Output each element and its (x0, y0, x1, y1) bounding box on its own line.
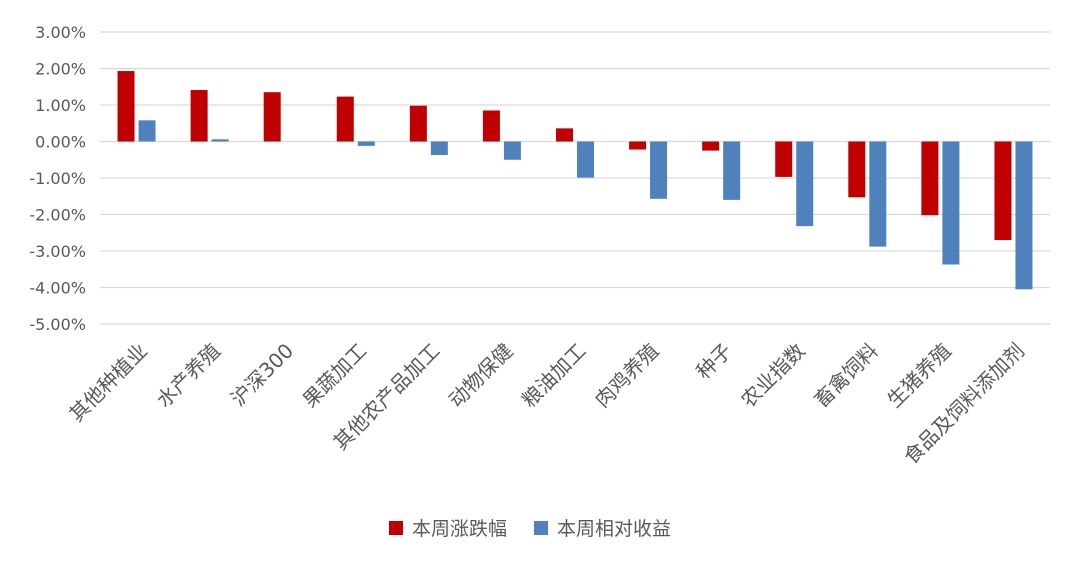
x-tick-label: 其他种植业 (64, 339, 152, 427)
bar-weekly-change (994, 141, 1012, 241)
bar-relative-return (1015, 141, 1033, 290)
y-tick-label: -4.00% (29, 279, 86, 298)
x-tick-label: 动物保健 (444, 339, 518, 413)
x-tick-label: 种子 (691, 339, 736, 384)
bar-relative-return (211, 139, 229, 142)
legend-label: 本周相对收益 (557, 518, 671, 540)
legend-swatch (389, 521, 403, 535)
bar-weekly-change (848, 141, 866, 198)
x-tick-label: 沪深300 (226, 339, 298, 411)
bar-weekly-change (921, 141, 939, 216)
bar-weekly-change (409, 105, 427, 142)
bar-weekly-change (482, 110, 500, 142)
x-tick-label: 生猪养殖 (882, 339, 956, 413)
legend: 本周涨跌幅 本周相对收益 (389, 518, 671, 540)
bar-relative-return (577, 141, 594, 178)
x-tick-label: 果蔬加工 (298, 339, 372, 413)
bar-weekly-change (263, 92, 281, 142)
bar-relative-return (796, 141, 814, 227)
x-tick-label: 水产养殖 (152, 339, 226, 413)
bar-weekly-change (629, 141, 647, 150)
bar-weekly-change (775, 141, 793, 177)
legend-label: 本周涨跌幅 (412, 518, 507, 540)
y-tick-label: -3.00% (29, 242, 86, 261)
y-tick-label: 2.00% (35, 60, 86, 79)
bar-weekly-change (556, 128, 573, 142)
bar-weekly-change (190, 90, 208, 142)
bar-relative-return (723, 141, 741, 200)
y-tick-label: 1.00% (35, 96, 86, 115)
bar-relative-return (430, 141, 448, 156)
x-tick-label: 肉鸡养殖 (590, 339, 664, 413)
y-tick-label: -5.00% (29, 315, 86, 334)
gridlines (100, 31, 1050, 325)
bar-weekly-change (336, 96, 354, 142)
y-tick-label: 0.00% (35, 133, 86, 152)
x-tick-label: 农业指数 (736, 339, 810, 413)
bar-relative-return (503, 141, 521, 160)
y-tick-label: -2.00% (29, 206, 86, 225)
bar-relative-return (650, 141, 668, 199)
y-tick-label: 3.00% (35, 23, 86, 42)
x-tick-label: 畜禽饲料 (809, 339, 883, 413)
bar-weekly-change (702, 141, 720, 151)
x-tick-label: 粮油加工 (517, 339, 591, 413)
bar-weekly-change (117, 71, 135, 142)
bar-relative-return (138, 120, 156, 142)
bar-relative-return (942, 141, 960, 265)
x-axis-tick-labels: 其他种植业 水产养殖 沪深300 果蔬加工其他农产品加工 动物保健 粮油加工 肉鸡养殖 种子农… (64, 339, 1029, 469)
bar-relative-return (869, 141, 887, 247)
y-axis-tick-labels: 3.00% 2.00% 1.00% 0.00% -1.00% -2.00% -3.00% -4… (29, 23, 86, 334)
bar-relative-return (357, 141, 375, 146)
bars (117, 71, 1033, 290)
y-tick-label: -1.00% (29, 169, 86, 188)
legend-swatch (534, 521, 548, 535)
